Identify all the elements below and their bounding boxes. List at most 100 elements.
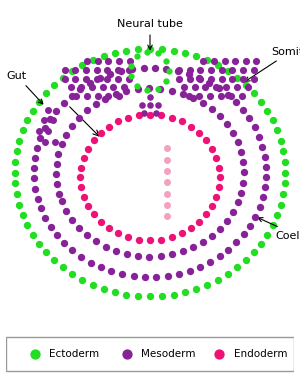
Point xyxy=(225,271,230,277)
Point xyxy=(91,138,96,144)
Point xyxy=(281,191,286,197)
Point xyxy=(101,286,106,292)
Point xyxy=(81,194,86,200)
Point xyxy=(241,107,245,113)
Point xyxy=(142,274,147,280)
Point xyxy=(175,68,180,74)
Point xyxy=(59,198,64,204)
Point xyxy=(88,259,93,265)
Point xyxy=(95,93,100,99)
Point xyxy=(218,225,223,231)
Point xyxy=(124,291,129,297)
Point xyxy=(210,203,214,209)
Point xyxy=(241,231,246,238)
Point xyxy=(215,62,220,68)
Point xyxy=(13,180,17,186)
Point xyxy=(89,84,94,90)
Point xyxy=(194,286,199,292)
Point xyxy=(187,268,192,274)
Point xyxy=(186,71,191,77)
Point xyxy=(140,102,145,108)
Point xyxy=(20,212,25,218)
Point xyxy=(52,82,57,88)
Point xyxy=(126,115,131,121)
Point xyxy=(44,90,49,96)
FancyBboxPatch shape xyxy=(6,337,294,371)
Point xyxy=(35,196,40,202)
Point xyxy=(70,68,75,74)
Point xyxy=(241,67,245,73)
Point xyxy=(219,67,224,73)
Point xyxy=(192,84,197,90)
Point xyxy=(80,277,85,283)
Point xyxy=(158,112,163,118)
Point xyxy=(189,124,194,130)
Point xyxy=(191,244,196,250)
Point xyxy=(239,190,244,196)
Point xyxy=(208,76,213,82)
Point xyxy=(241,159,246,165)
Point xyxy=(225,68,230,74)
Point xyxy=(222,58,227,64)
Point xyxy=(137,112,142,118)
Point xyxy=(73,67,78,73)
Point xyxy=(264,164,268,170)
Point xyxy=(105,67,110,73)
Point xyxy=(270,222,275,228)
Point xyxy=(55,232,59,238)
Point xyxy=(70,247,75,253)
Point xyxy=(137,236,142,242)
Point xyxy=(203,84,208,90)
Point xyxy=(113,91,118,97)
Text: Ectoderm: Ectoderm xyxy=(49,349,99,359)
Point xyxy=(122,84,126,90)
Point xyxy=(233,99,238,105)
Point xyxy=(33,185,38,192)
Point xyxy=(51,117,56,123)
Point xyxy=(48,224,53,230)
Point xyxy=(124,351,129,357)
Point xyxy=(205,57,210,63)
Point xyxy=(204,138,209,144)
Point xyxy=(164,78,169,84)
Point xyxy=(130,66,135,72)
Point xyxy=(124,251,129,257)
Point xyxy=(127,58,132,64)
Point xyxy=(176,271,181,277)
Point xyxy=(200,100,205,106)
Point xyxy=(116,118,121,124)
Point xyxy=(171,291,176,297)
Point xyxy=(260,144,265,150)
Point xyxy=(213,84,218,90)
Point xyxy=(76,115,81,121)
Point xyxy=(235,84,239,90)
Point xyxy=(85,146,90,152)
Point xyxy=(165,213,170,219)
Point xyxy=(179,118,184,124)
Point xyxy=(207,80,212,86)
Point xyxy=(78,175,83,181)
Point xyxy=(252,124,257,130)
Point xyxy=(94,238,98,244)
Point xyxy=(180,90,185,97)
Point xyxy=(204,211,209,218)
Point xyxy=(257,204,262,210)
Point xyxy=(165,146,170,152)
Point xyxy=(225,92,230,98)
Point xyxy=(234,239,239,245)
Point xyxy=(189,225,194,231)
Point xyxy=(126,234,131,240)
Text: Neural tube: Neural tube xyxy=(117,19,183,49)
Point xyxy=(247,115,252,121)
Point xyxy=(87,80,92,86)
Point xyxy=(129,63,134,69)
Point xyxy=(278,138,283,144)
Point xyxy=(90,282,95,288)
Point xyxy=(197,75,202,81)
Point xyxy=(117,93,122,99)
Point xyxy=(248,223,252,229)
Point xyxy=(106,93,111,99)
Point xyxy=(94,67,99,73)
Point xyxy=(13,159,17,165)
Point xyxy=(226,247,231,253)
